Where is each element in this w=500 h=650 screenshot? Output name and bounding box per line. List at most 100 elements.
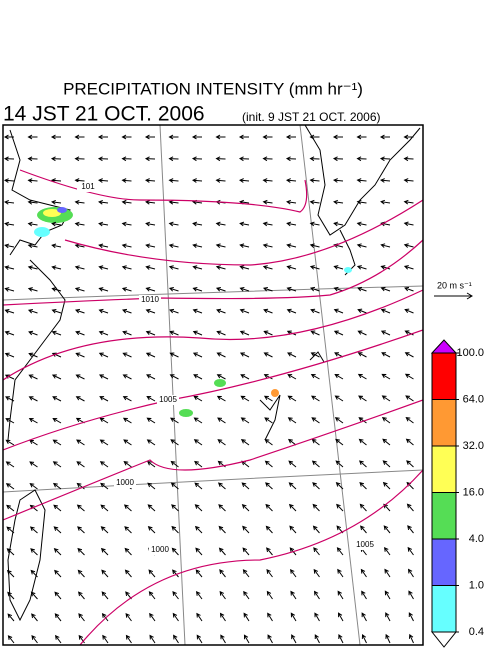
wind-arrow [335, 482, 344, 490]
wind-arrow [145, 352, 156, 358]
valid-time: 14 JST 21 OCT. 2006 [3, 103, 205, 126]
wind-arrow [361, 612, 367, 622]
wind-arrow [219, 612, 226, 622]
wind-arrow [52, 396, 62, 402]
wind-arrow [216, 374, 226, 380]
wind-arrow [102, 634, 109, 644]
wind-arrow [403, 134, 414, 140]
wind-arrow [313, 568, 320, 578]
wind-arrow [312, 525, 320, 534]
wind-arrow [168, 243, 179, 249]
wind-arrow [404, 308, 414, 314]
wind-arrow [74, 287, 85, 292]
wind-arrow [74, 199, 85, 205]
wind-arrow [241, 504, 250, 512]
wind-arrow [309, 199, 320, 205]
wind-arrow [192, 287, 203, 292]
wind-arrow [242, 547, 250, 556]
wind-arrow [145, 265, 156, 270]
isobar-label: 1005 [159, 395, 177, 404]
wind-arrow [54, 613, 62, 622]
wind-arrow [31, 635, 38, 644]
wind-arrow [75, 396, 85, 402]
wind-arrow [356, 265, 367, 270]
wind-arrow [5, 483, 15, 490]
wind-arrow [333, 308, 344, 314]
wind-arrow [266, 569, 273, 578]
wind-arrow [101, 591, 109, 600]
wind-arrow [98, 265, 109, 270]
wind-arrow [312, 503, 320, 512]
wind-arrow [5, 439, 15, 446]
wind-arrow [76, 482, 85, 490]
wind-arrow [380, 243, 391, 248]
wind-arrow [170, 460, 179, 468]
wind-arrow [286, 243, 297, 248]
wind-arrow [239, 286, 250, 292]
wind-arrow [357, 373, 367, 380]
wind-arrow [147, 482, 156, 490]
wind-arrow [144, 178, 156, 183]
wind-arrow [125, 634, 132, 644]
wind-arrow [380, 330, 391, 336]
wind-arrow [100, 526, 109, 534]
wind-arrow [196, 634, 203, 644]
wind-arrow [51, 287, 62, 292]
wind-arrow [407, 546, 414, 556]
wind-arrow [215, 178, 226, 183]
wind-arrow [74, 156, 85, 162]
wind-arrow [309, 178, 320, 183]
wind-arrow [195, 547, 203, 556]
wind-arrow [27, 134, 38, 140]
wind-arrow [168, 156, 179, 162]
wind-arrow [27, 243, 38, 249]
wind-arrow [290, 568, 297, 578]
wind-arrow [218, 547, 226, 556]
wind-arrow [28, 439, 38, 446]
wind-arrow [74, 134, 85, 140]
wind-arrow [75, 374, 85, 380]
isobar-label-bg [157, 395, 179, 405]
wind-arrow [357, 286, 367, 292]
wind-arrow [145, 330, 156, 336]
wind-arrow [28, 418, 38, 424]
wind-arrow [408, 612, 414, 622]
wind-arrow [98, 352, 109, 358]
wind-arrow [3, 156, 15, 162]
wind-arrow [405, 395, 414, 402]
wind-arrow [50, 156, 62, 162]
wind-arrow [7, 591, 15, 600]
wind-arrow [338, 634, 344, 644]
wind-arrow [196, 612, 203, 622]
wind-arrow [290, 612, 297, 622]
wind-arrow [145, 221, 156, 227]
isobar-label-bg [149, 545, 171, 555]
wind-arrow [52, 439, 62, 446]
isobars [3, 169, 423, 645]
wind-arrow [98, 374, 109, 380]
wind-arrow [99, 396, 109, 402]
wind-arrow [191, 178, 203, 183]
wind-arrow [31, 613, 38, 622]
wind-arrow [173, 634, 179, 644]
wind-arrow [169, 308, 179, 314]
wind-arrow [100, 504, 109, 512]
wind-arrow [4, 330, 15, 336]
wind-arrow [6, 548, 15, 556]
wind-arrow [172, 591, 179, 600]
wind-arrow [263, 374, 273, 380]
wind-arrow [216, 330, 226, 336]
wind-arrow [356, 199, 367, 205]
wind-arrow [52, 461, 62, 468]
wind-arrow [169, 374, 179, 380]
wind-arrow [239, 221, 250, 227]
wind-arrow [404, 373, 414, 380]
wind-arrow [285, 134, 296, 140]
wind-arrow [121, 156, 132, 162]
wind-arrow [147, 525, 156, 534]
wind-arrow [193, 374, 203, 380]
wind-arrow [310, 308, 320, 314]
wind-arrow [122, 308, 132, 314]
wind-arrow [195, 590, 203, 600]
